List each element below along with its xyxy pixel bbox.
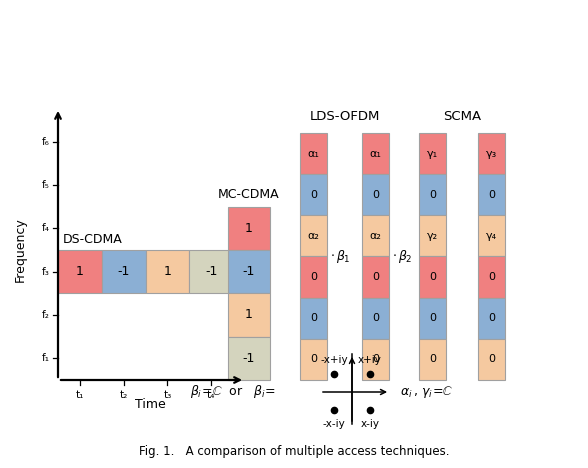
Text: 0: 0 [372, 272, 379, 282]
FancyBboxPatch shape [478, 215, 505, 256]
Text: DS-CDMA: DS-CDMA [63, 233, 123, 246]
FancyBboxPatch shape [419, 215, 446, 256]
Text: 0: 0 [429, 190, 436, 200]
Text: t₂: t₂ [119, 390, 128, 400]
Text: $\cdot\,\beta_1$: $\cdot\,\beta_1$ [330, 248, 350, 265]
FancyBboxPatch shape [478, 298, 505, 339]
FancyBboxPatch shape [300, 298, 327, 339]
FancyBboxPatch shape [419, 298, 446, 339]
Text: Frequency: Frequency [14, 218, 26, 282]
FancyBboxPatch shape [300, 174, 327, 215]
Text: Time: Time [135, 398, 166, 411]
Text: f₃: f₃ [42, 267, 50, 277]
Text: 0: 0 [488, 272, 495, 282]
FancyBboxPatch shape [419, 339, 446, 380]
FancyBboxPatch shape [102, 250, 145, 293]
FancyBboxPatch shape [300, 339, 327, 380]
Text: $\alpha_i\,,\,\gamma_i\!=\!\mathbb{C}$: $\alpha_i\,,\,\gamma_i\!=\!\mathbb{C}$ [400, 384, 454, 400]
Text: 0: 0 [372, 313, 379, 323]
Text: 0: 0 [372, 354, 379, 365]
FancyBboxPatch shape [300, 256, 327, 298]
Text: -x+iy: -x+iy [320, 355, 348, 365]
FancyBboxPatch shape [362, 339, 389, 380]
FancyBboxPatch shape [145, 250, 189, 293]
Text: x-iy: x-iy [360, 419, 379, 429]
Text: α₂: α₂ [370, 231, 382, 241]
Text: α₁: α₁ [370, 148, 382, 159]
Text: 0: 0 [488, 313, 495, 323]
FancyBboxPatch shape [419, 174, 446, 215]
Text: $\beta_i\!=\!\mathbb{C}$  or   $\beta_i\!=$: $\beta_i\!=\!\mathbb{C}$ or $\beta_i\!=$ [190, 383, 276, 401]
Text: α₁: α₁ [308, 148, 319, 159]
FancyBboxPatch shape [228, 293, 269, 336]
Text: 0: 0 [372, 190, 379, 200]
Text: 1: 1 [245, 308, 253, 322]
Text: γ₄: γ₄ [486, 231, 497, 241]
Text: -1: -1 [243, 352, 255, 365]
Text: α₂: α₂ [308, 231, 319, 241]
FancyBboxPatch shape [419, 133, 446, 174]
FancyBboxPatch shape [362, 133, 389, 174]
Text: 1: 1 [245, 222, 253, 235]
Text: γ₂: γ₂ [427, 231, 438, 241]
Text: 0: 0 [310, 354, 317, 365]
Text: 0: 0 [310, 313, 317, 323]
Text: $\cdot\,\beta_2$: $\cdot\,\beta_2$ [392, 248, 413, 265]
Text: 0: 0 [429, 272, 436, 282]
Text: 0: 0 [429, 354, 436, 365]
Text: -x-iy: -x-iy [323, 419, 345, 429]
Text: 0: 0 [310, 190, 317, 200]
Text: t₄: t₄ [207, 390, 215, 400]
Text: MC-CDMA: MC-CDMA [218, 188, 279, 201]
FancyBboxPatch shape [478, 174, 505, 215]
Text: LDS-OFDM: LDS-OFDM [309, 110, 380, 123]
Text: t₃: t₃ [163, 390, 172, 400]
Text: γ₃: γ₃ [486, 148, 497, 159]
Text: 0: 0 [310, 272, 317, 282]
FancyBboxPatch shape [362, 215, 389, 256]
FancyBboxPatch shape [478, 256, 505, 298]
Text: f₅: f₅ [42, 180, 50, 190]
Text: Fig. 1.   A comparison of multiple access techniques.: Fig. 1. A comparison of multiple access … [139, 445, 449, 458]
Text: t₁: t₁ [76, 390, 84, 400]
FancyBboxPatch shape [189, 250, 233, 293]
FancyBboxPatch shape [228, 250, 269, 293]
Text: 0: 0 [488, 190, 495, 200]
Text: f₆: f₆ [42, 137, 50, 146]
FancyBboxPatch shape [300, 215, 327, 256]
Text: γ₁: γ₁ [427, 148, 438, 159]
Text: 1: 1 [76, 265, 84, 278]
FancyBboxPatch shape [300, 133, 327, 174]
Text: 1: 1 [163, 265, 171, 278]
FancyBboxPatch shape [228, 336, 269, 380]
Text: -1: -1 [205, 265, 218, 278]
FancyBboxPatch shape [58, 250, 102, 293]
Text: f₁: f₁ [42, 353, 50, 363]
FancyBboxPatch shape [362, 298, 389, 339]
FancyBboxPatch shape [419, 256, 446, 298]
FancyBboxPatch shape [228, 207, 269, 250]
Text: x+iy: x+iy [358, 355, 382, 365]
Text: -1: -1 [118, 265, 130, 278]
Text: -1: -1 [243, 265, 255, 278]
FancyBboxPatch shape [478, 339, 505, 380]
FancyBboxPatch shape [362, 256, 389, 298]
Text: 0: 0 [429, 313, 436, 323]
Text: SCMA: SCMA [443, 110, 481, 123]
FancyBboxPatch shape [478, 133, 505, 174]
Text: f₄: f₄ [42, 223, 50, 234]
Text: f₂: f₂ [42, 310, 50, 320]
FancyBboxPatch shape [362, 174, 389, 215]
Text: 0: 0 [488, 354, 495, 365]
